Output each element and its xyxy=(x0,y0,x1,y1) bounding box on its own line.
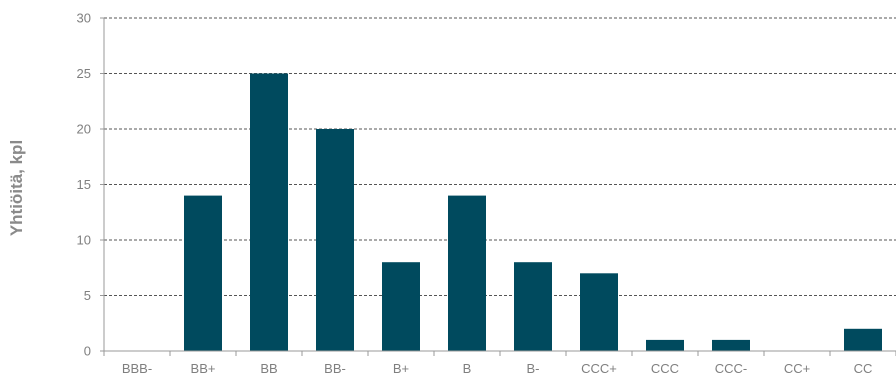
x-tick-label: BB xyxy=(260,361,277,376)
bar-ccc-minus xyxy=(712,339,750,351)
y-tick-label: 25 xyxy=(77,66,91,81)
y-tick-label: 30 xyxy=(77,11,91,26)
bar-b-plus xyxy=(382,262,420,351)
x-tick-label: BBB- xyxy=(122,361,152,376)
x-tick-label: CCC- xyxy=(715,361,748,376)
x-tick-label: CC+ xyxy=(784,361,810,376)
bar-ccc xyxy=(646,339,684,351)
x-tick-label: B xyxy=(463,361,472,376)
x-tick-labels: BBB- BB+ BB BB- B+ B B- CCC+ CCC CCC- CC+ CC xyxy=(122,361,873,376)
x-tick-label: BB- xyxy=(324,361,346,376)
axes xyxy=(100,17,896,356)
grid-lines xyxy=(104,17,896,296)
y-tick-labels: 0 5 10 15 20 25 30 xyxy=(77,11,91,359)
y-tick-label: 0 xyxy=(84,344,91,359)
y-axis-label: Yhtiöitä, kpl xyxy=(7,140,26,236)
x-tick-label: CCC+ xyxy=(581,361,617,376)
bar-b xyxy=(448,195,486,351)
y-tick-label: 15 xyxy=(77,177,91,192)
bar-bb-plus xyxy=(184,195,222,351)
bar-b-minus xyxy=(514,262,552,351)
bars xyxy=(184,73,882,351)
bar-bb xyxy=(250,73,288,351)
x-tick-label: B+ xyxy=(393,361,409,376)
x-tick-label: BB+ xyxy=(191,361,216,376)
x-tick-label: CC xyxy=(854,361,873,376)
y-tick-label: 20 xyxy=(77,122,91,137)
bar-ccc-plus xyxy=(580,273,618,351)
y-tick-label: 5 xyxy=(84,288,91,303)
bar-cc xyxy=(844,328,882,351)
bar-bb-minus xyxy=(316,129,354,351)
x-tick-label: CCC xyxy=(651,361,679,376)
y-tick-label: 10 xyxy=(77,233,91,248)
x-tick-label: B- xyxy=(527,361,540,376)
